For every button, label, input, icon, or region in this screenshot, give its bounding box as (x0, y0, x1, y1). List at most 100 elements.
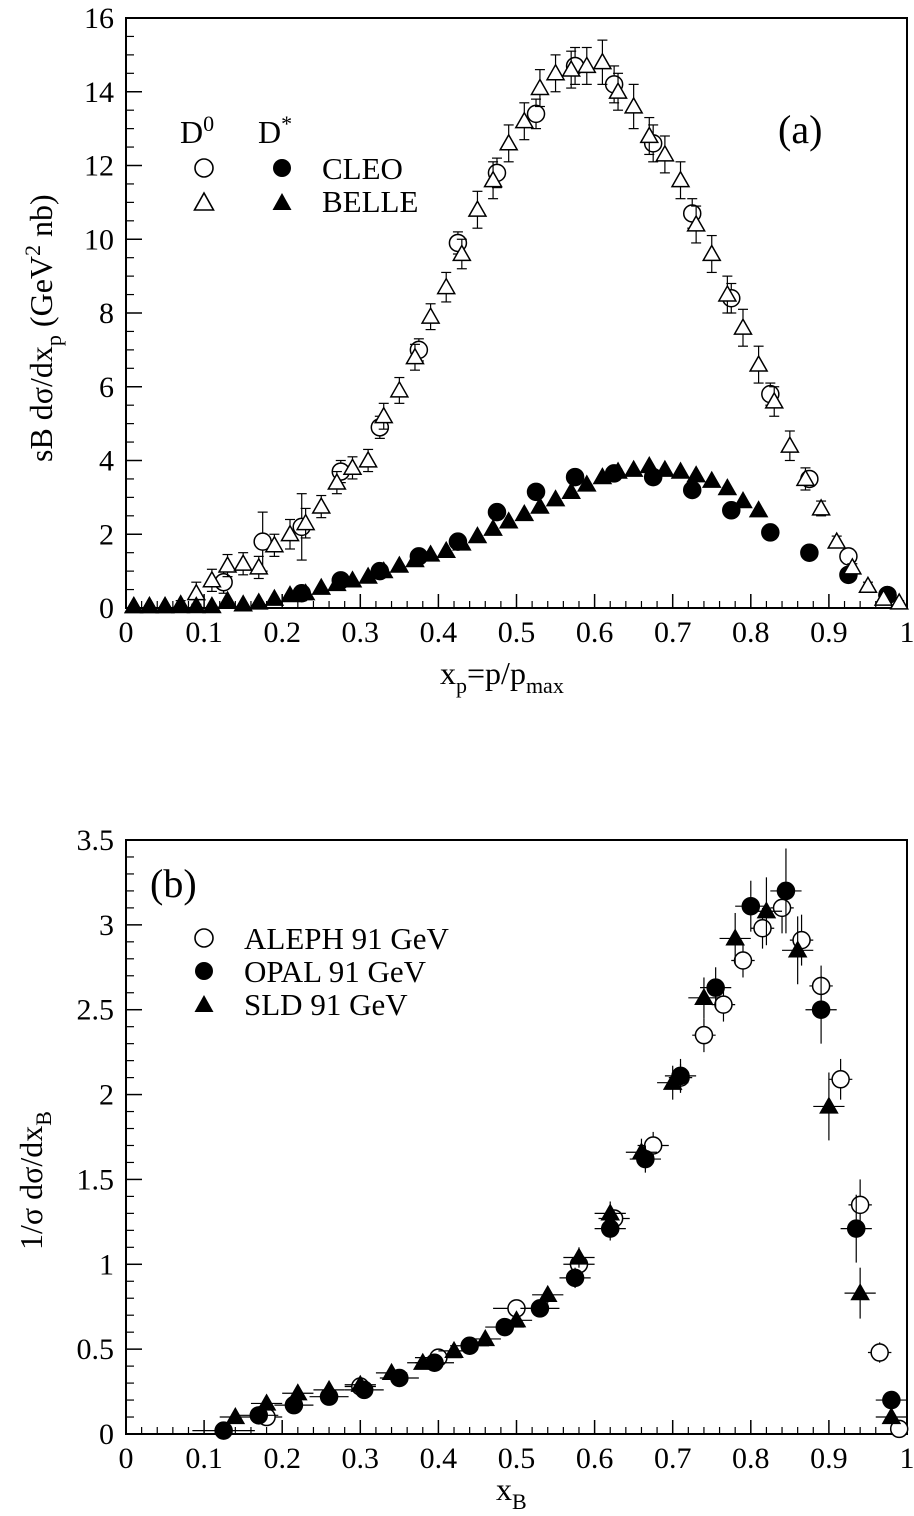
data-point (202, 596, 222, 614)
data-point (452, 243, 472, 262)
plot-data-b (192, 848, 909, 1440)
x-tick-label: 0.7 (654, 1442, 692, 1475)
x-tick-label: 0 (119, 1442, 134, 1475)
y-tick-label: 0 (99, 592, 114, 625)
data-point (124, 596, 144, 614)
data-point (498, 133, 519, 151)
data-point (327, 472, 347, 490)
data-point (631, 1142, 652, 1160)
data-point (514, 503, 535, 522)
legend-label-aleph: ALEPH 91 GeV (244, 921, 450, 956)
x-tick-label: 1 (900, 616, 914, 649)
series-3 (124, 456, 769, 614)
data-point (327, 574, 347, 592)
x-tick-label: 0.8 (732, 616, 770, 649)
data-point (565, 467, 585, 487)
data-point (202, 570, 222, 588)
legend-marker-sld (194, 995, 214, 1012)
data-point (530, 78, 550, 96)
x-tick-label: 0.4 (420, 616, 458, 649)
legend-marker-opal (195, 962, 213, 980)
data-point (889, 1419, 909, 1439)
legend-label-belle: BELLE (322, 184, 418, 219)
x-tick-label: 0.2 (263, 616, 301, 649)
data-point (526, 104, 546, 124)
data-point (846, 1219, 866, 1238)
data-point (373, 406, 394, 424)
data-point (452, 533, 472, 551)
data-point (714, 995, 733, 1014)
data-point (576, 474, 597, 492)
data-point (569, 1247, 589, 1265)
x-axis-title-a: xp=p/pmax (440, 655, 564, 698)
data-point (436, 540, 457, 558)
y-axis-title-a: sB dσ/dxp (GeV2 nb) (20, 194, 66, 462)
data-point (842, 557, 863, 575)
data-point (694, 1025, 714, 1045)
series-2 (124, 39, 909, 614)
data-point (701, 243, 722, 262)
x-tick-label: 0.3 (342, 1442, 380, 1475)
data-point (467, 199, 488, 217)
data-point (608, 461, 628, 479)
data-point (530, 1299, 550, 1318)
x-tick-label: 1 (900, 1442, 914, 1475)
y-tick-label: 3 (99, 909, 114, 942)
data-point (460, 1336, 479, 1355)
data-point (264, 535, 285, 553)
data-point (420, 544, 441, 562)
data-point (483, 518, 503, 536)
y-tick-label: 14 (84, 76, 114, 109)
data-point (717, 478, 738, 496)
data-point (850, 1195, 870, 1215)
data-point (870, 1343, 889, 1362)
data-point (733, 951, 753, 970)
legend-header-dstar: D* (258, 111, 292, 150)
data-point (319, 1379, 339, 1397)
data-point (623, 459, 644, 477)
data-point (214, 1421, 233, 1440)
data-point (670, 170, 691, 188)
data-point (545, 63, 566, 81)
data-point (405, 550, 425, 568)
data-point (498, 511, 519, 529)
series-2 (219, 877, 907, 1425)
y-tick-label: 2 (99, 518, 114, 551)
data-point (756, 901, 777, 919)
data-point (850, 1283, 870, 1301)
data-point (358, 566, 378, 584)
data-point (608, 81, 628, 99)
data-point (686, 465, 706, 483)
data-point (311, 496, 332, 514)
data-point (139, 596, 160, 614)
data-point (436, 277, 457, 295)
data-point (733, 491, 753, 509)
data-point (826, 531, 847, 549)
data-point (217, 590, 238, 608)
y-tick-label: 3.5 (77, 824, 115, 857)
tick-marks-a (125, 17, 908, 609)
legend-b: ALEPH 91 GeV OPAL 91 GeV SLD 91 GeV (194, 921, 450, 1022)
x-tick-label: 0.7 (654, 616, 692, 649)
data-point (420, 306, 441, 324)
x-tick-label: 0.1 (185, 1442, 223, 1475)
data-point (487, 502, 507, 522)
y-tick-label: 10 (84, 223, 114, 256)
data-point (748, 354, 769, 372)
x-tick-label: 0.9 (810, 1442, 848, 1475)
y-tick-label: 0.5 (77, 1333, 115, 1366)
data-point (280, 585, 300, 603)
y-tick-label: 2.5 (77, 994, 115, 1027)
data-point (623, 96, 644, 114)
data-point (670, 461, 691, 479)
legend-label-sld: SLD 91 GeV (244, 987, 408, 1022)
data-point (881, 1407, 902, 1425)
legend-marker-dstar-cleo (273, 159, 291, 177)
legend-label-cleo: CLEO (322, 151, 403, 186)
data-point (412, 1352, 433, 1370)
data-point (288, 1383, 308, 1401)
y-tick-label: 16 (84, 2, 114, 35)
data-point (643, 1136, 663, 1155)
data-point (701, 470, 722, 488)
data-point (811, 498, 831, 516)
